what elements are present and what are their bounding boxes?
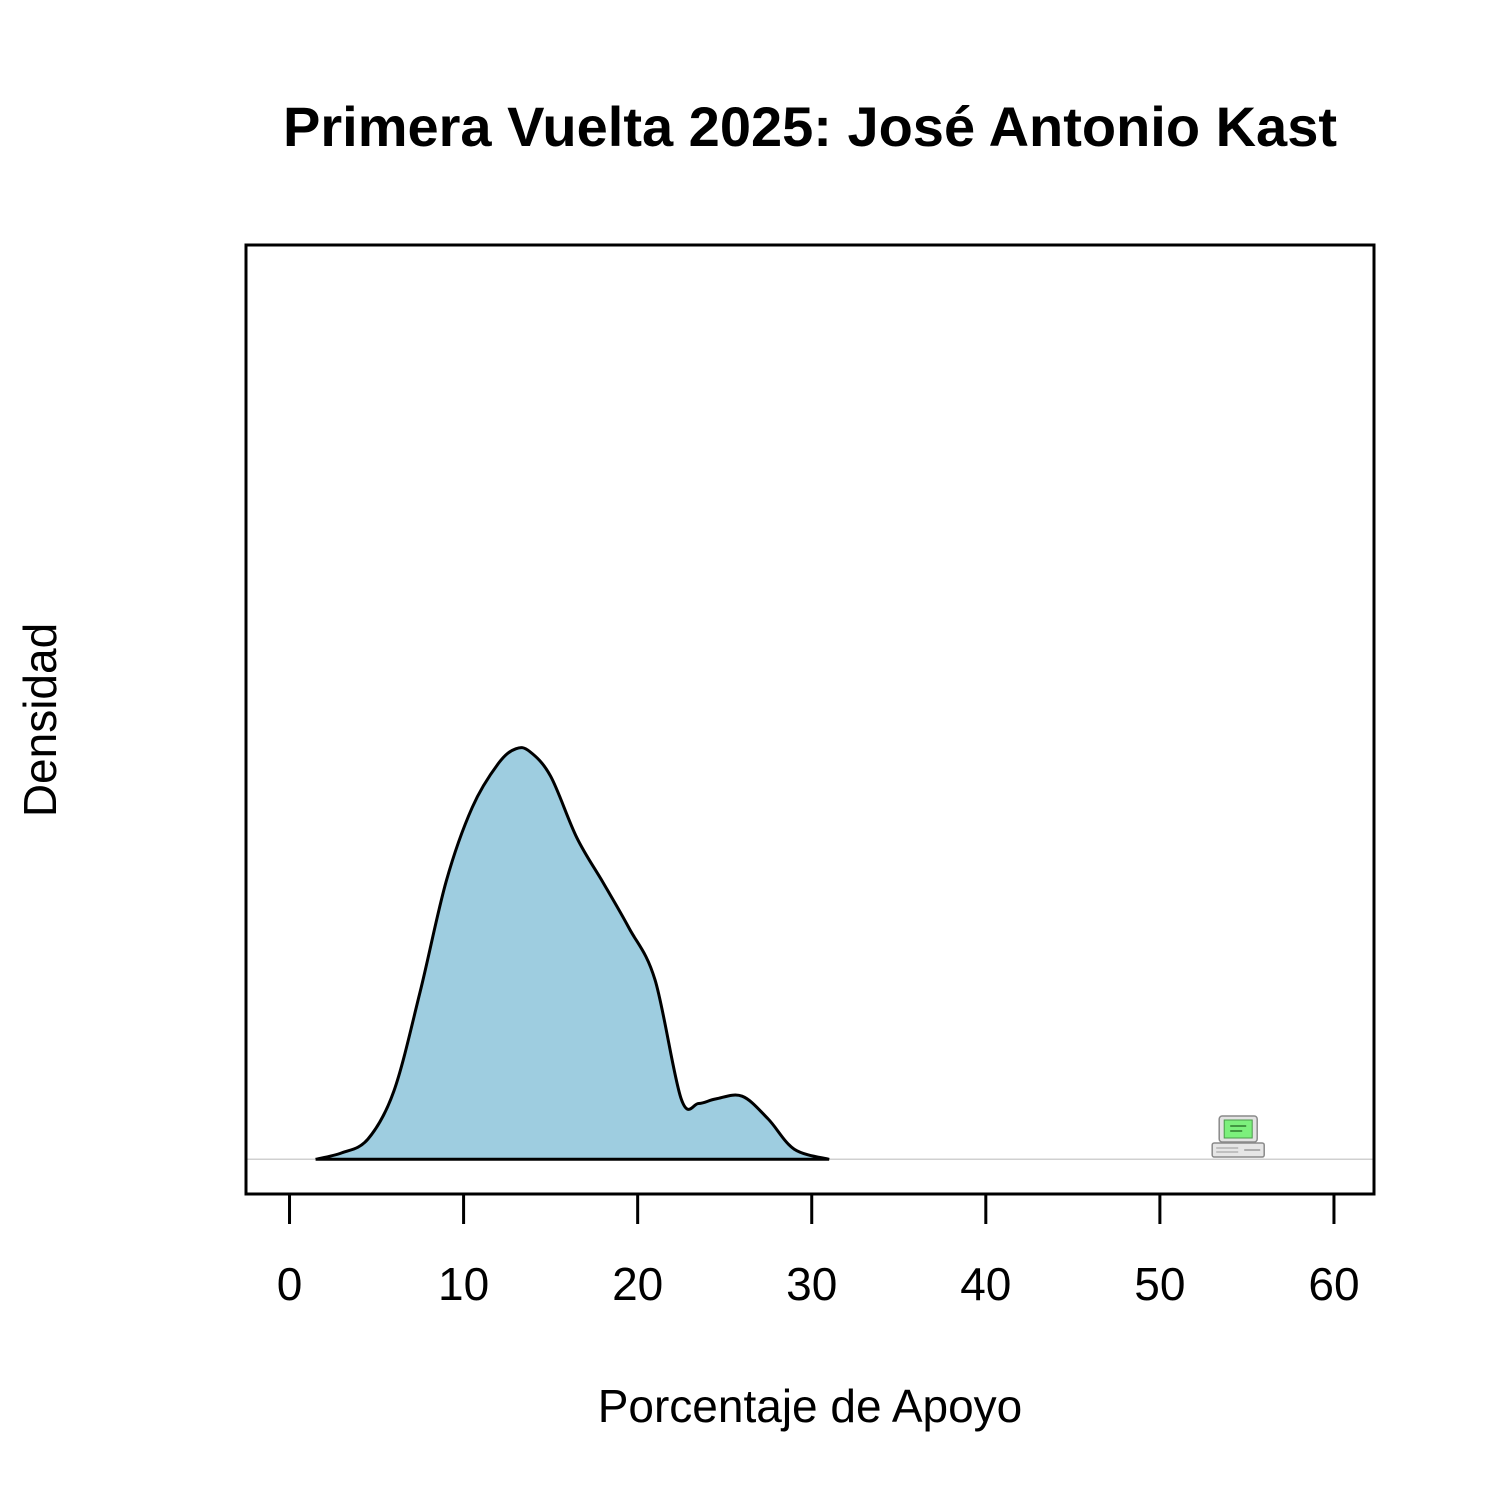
x-tick-label: 0: [277, 1258, 303, 1310]
x-tick-label: 60: [1308, 1258, 1359, 1310]
y-axis-label: Densidad: [14, 623, 66, 817]
density-curve: [315, 746, 830, 1161]
x-tick-label: 40: [960, 1258, 1011, 1310]
x-tick-label: 20: [612, 1258, 663, 1310]
x-tick-label: 50: [1134, 1258, 1185, 1310]
x-axis-label: Porcentaje de Apoyo: [598, 1380, 1023, 1432]
x-axis: 0 10 20 30 40 50 60: [277, 1192, 1360, 1310]
x-tick-label: 10: [438, 1258, 489, 1310]
x-tick-label: 30: [786, 1258, 837, 1310]
density-area: [315, 747, 830, 1160]
computer-icon: [1211, 1115, 1265, 1158]
chart-title: Primera Vuelta 2025: José Antonio Kast: [283, 95, 1337, 158]
